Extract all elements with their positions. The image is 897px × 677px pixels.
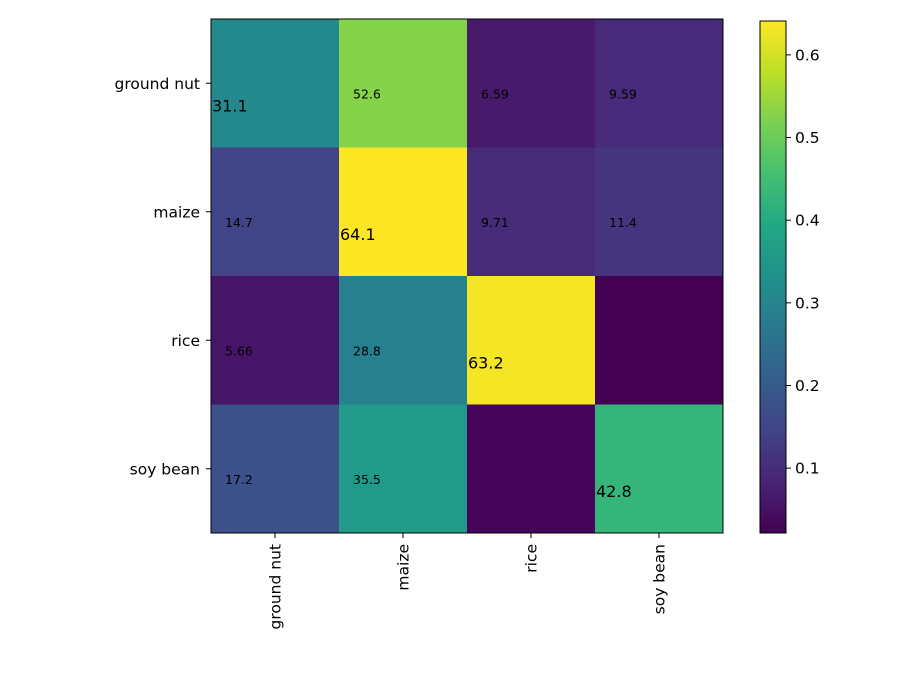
colorbar-tick-label: 0.2: [795, 377, 820, 395]
colorbar-tick-label: 0.5: [795, 129, 820, 147]
heatmap-cell: [339, 19, 468, 148]
heatmap-cell: [467, 19, 596, 148]
x-tick-label: rice: [523, 544, 541, 573]
cell-value-label: 63.2: [468, 354, 504, 373]
heatmap-cell: [595, 404, 724, 534]
plot-frame: [210, 18, 724, 534]
heatmap-cell: [595, 276, 724, 405]
x-tick-label: maize: [395, 544, 413, 591]
colorbar-tick-label: 0.1: [795, 460, 820, 478]
x-axis: ground nut maize rice soy bean: [267, 533, 669, 630]
colorbar-tick-label: 0.6: [795, 46, 820, 64]
cell-value-label: 28.8: [353, 344, 381, 359]
cell-value-label: 42.8: [596, 482, 632, 501]
cell-value-label: 64.1: [340, 225, 376, 244]
colorbar-axis: 0.1 0.2 0.3 0.4 0.5 0.6: [786, 46, 820, 478]
colorbar: [759, 20, 787, 534]
heatmap-cells: [211, 19, 724, 534]
heatmap-cell: [339, 276, 468, 405]
cell-value-label: 9.71: [481, 215, 509, 230]
cell-value-label: 52.6: [353, 87, 381, 102]
cell-value-label: 14.7: [225, 215, 253, 230]
cell-value-label: 9.59: [609, 87, 637, 102]
y-tick-label: ground nut: [115, 75, 201, 93]
heatmap-cell: [211, 276, 340, 405]
x-tick-label: soy bean: [651, 544, 669, 614]
heatmap-cell: [595, 19, 724, 148]
colorbar-tick-label: 0.4: [795, 212, 820, 230]
y-tick-label: maize: [153, 203, 200, 221]
cell-value-label: 11.4: [609, 215, 637, 230]
heatmap-cell: [467, 404, 596, 534]
heatmap-cell: [595, 147, 724, 277]
cell-value-label: 35.5: [353, 472, 381, 487]
heatmap-cell: [339, 147, 468, 277]
cell-value-label: 17.2: [225, 472, 253, 487]
x-tick-label: ground nut: [267, 544, 285, 630]
heatmap-cell: [211, 404, 340, 534]
colorbar-tick-label: 0.3: [795, 294, 820, 312]
cell-value-label: 5.66: [225, 344, 253, 359]
heatmap-cell: [211, 147, 340, 277]
heatmap-cell-labels: 31.1 52.6 6.59 9.59 14.7 64.1 9.71 11.4 5.66 28.8…: [212, 87, 637, 501]
y-tick-label: rice: [171, 332, 200, 350]
cell-value-label: 6.59: [481, 87, 509, 102]
heatmap-cell: [467, 147, 596, 277]
y-axis: ground nut maize rice soy bean: [115, 75, 211, 478]
heatmap-cell: [211, 19, 340, 148]
heatmap-cell: [339, 404, 468, 534]
cell-value-label: 31.1: [212, 97, 248, 116]
heatmap-cell: [467, 276, 596, 405]
y-tick-label: soy bean: [130, 460, 200, 478]
